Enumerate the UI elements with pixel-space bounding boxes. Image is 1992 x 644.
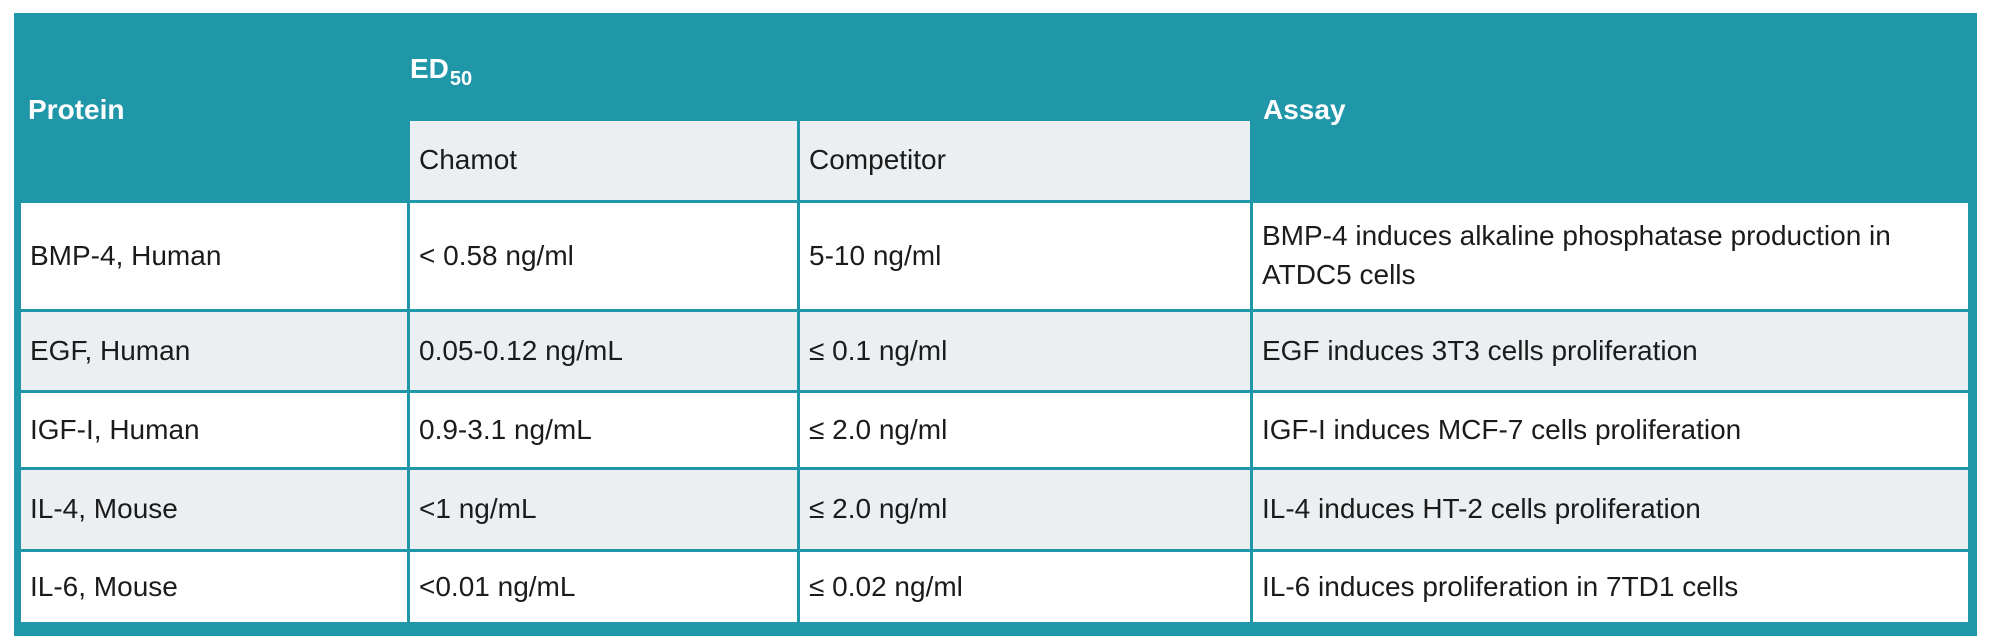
- competitor-cell: 5-10 ng/ml: [797, 200, 1253, 312]
- table-row: EGF, Human 0.05-0.12 ng/mL ≤ 0.1 ng/ml E…: [18, 308, 1971, 394]
- assay-cell: IL-4 induces HT-2 cells proliferation: [1250, 467, 1971, 552]
- competitor-cell: ≤ 0.1 ng/ml: [797, 308, 1253, 394]
- table-row: IL-6, Mouse <0.01 ng/mL ≤ 0.02 ng/ml IL-…: [18, 548, 1971, 626]
- chamot-cell: <1 ng/mL: [407, 467, 800, 552]
- column-header-assay: Assay: [1250, 16, 1971, 204]
- ed50-label-subscript: 50: [449, 67, 473, 90]
- protein-cell: EGF, Human: [18, 308, 410, 394]
- header-row-top: Protein ED50 Assay: [18, 16, 1971, 204]
- assay-cell: BMP-4 induces alkaline phosphatase produ…: [1250, 200, 1971, 312]
- assay-cell: EGF induces 3T3 cells proliferation: [1250, 308, 1971, 394]
- assay-cell: IGF-I induces MCF-7 cells proliferation: [1250, 390, 1971, 471]
- protein-cell: IL-4, Mouse: [18, 467, 410, 552]
- header-row-sub: Chamot Competitor: [20, 117, 1970, 204]
- chamot-cell: 0.9-3.1 ng/mL: [407, 390, 800, 471]
- protein-cell: IL-6, Mouse: [18, 548, 410, 626]
- ed50-label-main: ED: [410, 52, 449, 84]
- column-header-chamot: Chamot: [407, 117, 800, 204]
- competitor-cell: ≤ 0.02 ng/ml: [797, 548, 1253, 626]
- column-header-ed50: ED50: [407, 17, 1253, 121]
- table-row: IGF-I, Human 0.9-3.1 ng/mL ≤ 2.0 ng/ml I…: [18, 390, 1971, 471]
- table-row: IL-4, Mouse <1 ng/mL ≤ 2.0 ng/ml IL-4 in…: [18, 467, 1971, 552]
- column-header-competitor: Competitor: [797, 117, 1253, 204]
- protein-cell: IGF-I, Human: [18, 390, 410, 471]
- chamot-cell: 0.05-0.12 ng/mL: [407, 308, 800, 394]
- chamot-cell: <0.01 ng/mL: [407, 548, 800, 626]
- table-row: BMP-4, Human < 0.58 ng/ml 5-10 ng/ml BMP…: [18, 200, 1971, 312]
- ed50-comparison-table: Protein ED50 Assay Chamot Competitor BMP…: [18, 16, 1971, 626]
- protein-cell: BMP-4, Human: [18, 200, 410, 312]
- chamot-cell: < 0.58 ng/ml: [407, 200, 800, 312]
- column-header-protein: Protein: [18, 16, 410, 204]
- ed50-comparison-table-frame: Protein ED50 Assay Chamot Competitor BMP…: [14, 13, 1977, 636]
- competitor-cell: ≤ 2.0 ng/ml: [797, 390, 1253, 471]
- assay-cell: IL-6 induces proliferation in 7TD1 cells: [1250, 548, 1971, 626]
- competitor-cell: ≤ 2.0 ng/ml: [797, 467, 1253, 552]
